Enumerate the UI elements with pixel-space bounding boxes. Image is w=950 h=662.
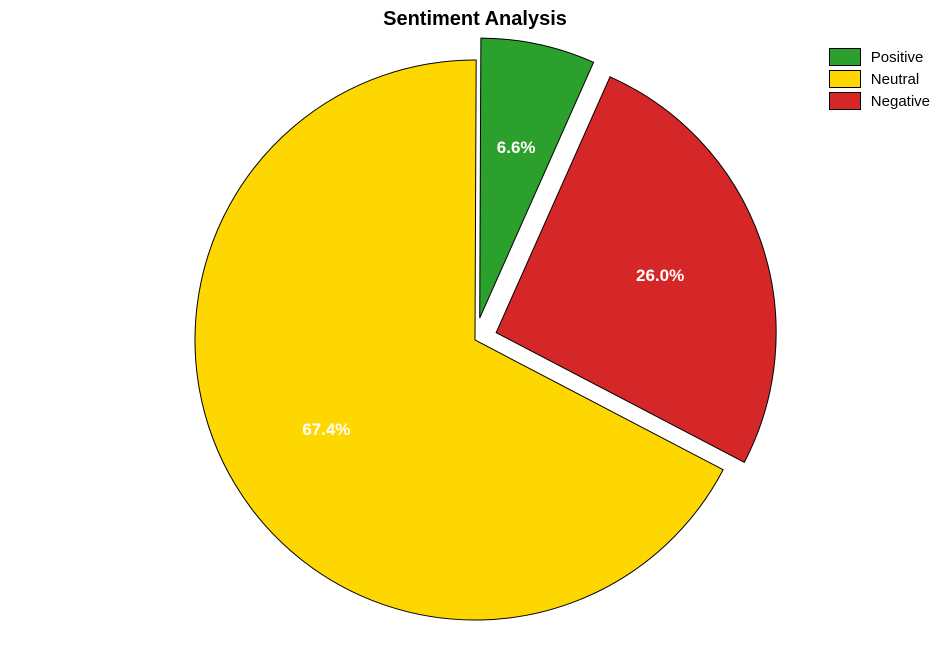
legend-swatch-neutral: [829, 70, 861, 88]
slice-label-positive: 6.6%: [497, 138, 536, 158]
legend-label-neutral: Neutral: [871, 71, 919, 88]
pie-chart-container: Sentiment Analysis 6.6%67.4%26.0% Positi…: [0, 0, 950, 662]
legend-item-negative: Negative: [829, 92, 930, 110]
legend-item-positive: Positive: [829, 48, 930, 66]
legend-label-positive: Positive: [871, 49, 924, 66]
slice-label-neutral: 67.4%: [302, 420, 350, 440]
slice-label-negative: 26.0%: [636, 266, 684, 286]
pie-chart-svg: [0, 0, 950, 662]
legend-label-negative: Negative: [871, 93, 930, 110]
legend-swatch-positive: [829, 48, 861, 66]
legend-swatch-negative: [829, 92, 861, 110]
chart-legend: Positive Neutral Negative: [829, 48, 930, 114]
legend-item-neutral: Neutral: [829, 70, 930, 88]
